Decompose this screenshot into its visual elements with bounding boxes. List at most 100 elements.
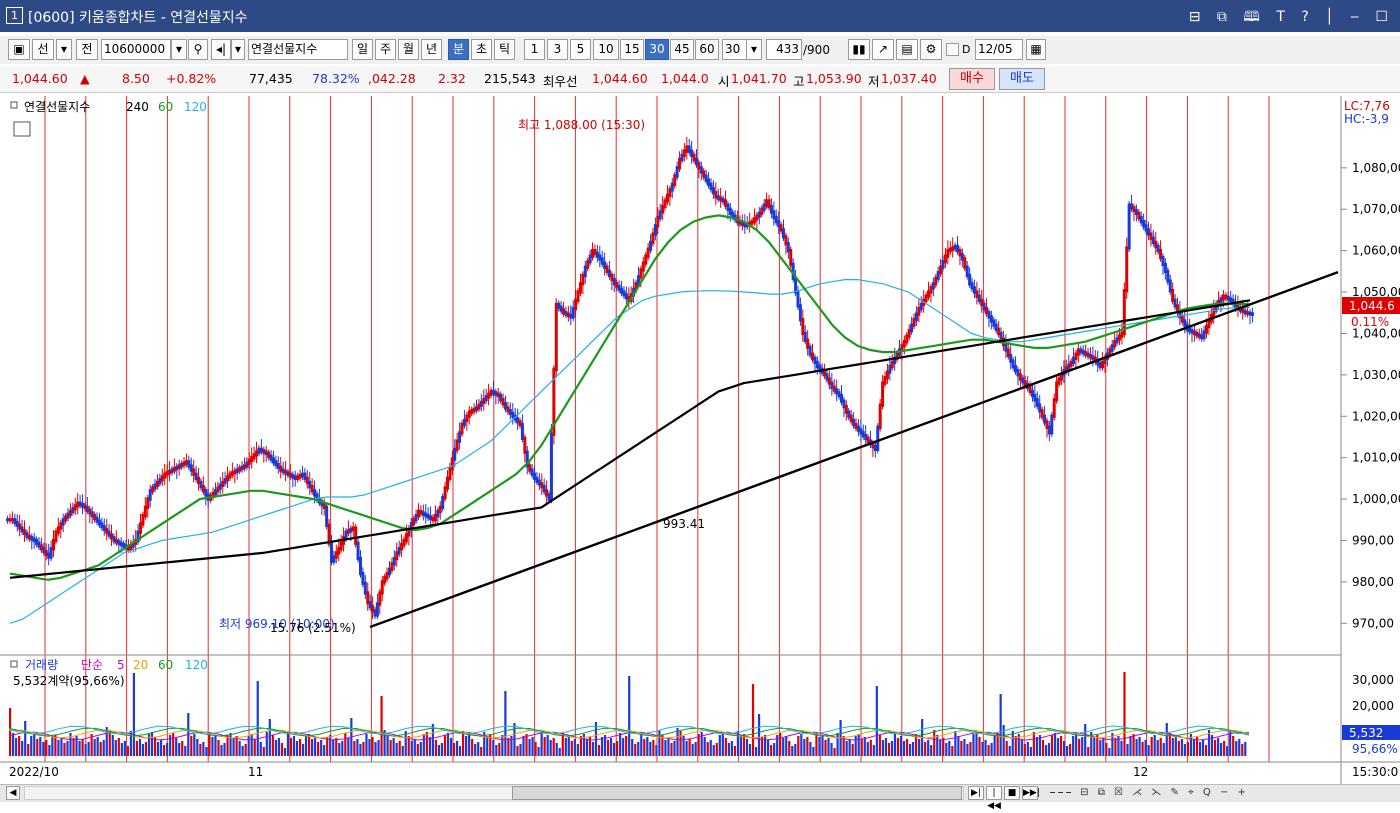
volume-bar bbox=[111, 735, 114, 756]
candle-body bbox=[349, 527, 353, 533]
line-type-button[interactable]: 선 bbox=[32, 39, 54, 60]
stop-icon[interactable]: ■ bbox=[1004, 786, 1020, 800]
interval-1-button[interactable]: 1 bbox=[524, 39, 545, 60]
candle-body bbox=[429, 515, 433, 521]
volume-bar bbox=[1174, 736, 1177, 756]
volume-bar bbox=[936, 735, 939, 756]
chart-menu-icon[interactable]: ▣ bbox=[8, 39, 30, 60]
volume-bar bbox=[72, 738, 75, 756]
candle-body bbox=[694, 157, 698, 166]
candle-body bbox=[1050, 414, 1054, 435]
candle-body bbox=[627, 295, 631, 302]
candle-body bbox=[387, 567, 391, 576]
speaker-dropdown-icon[interactable]: ▾ bbox=[231, 39, 245, 60]
period-week-button[interactable]: 주 bbox=[375, 39, 396, 60]
date-checkbox[interactable] bbox=[946, 43, 959, 56]
window-controls[interactable]: ⊟ ⧉ 🕮 T ? │ ‒ ☐ bbox=[1188, 9, 1394, 25]
period-minute-button[interactable]: 분 bbox=[448, 39, 469, 60]
price-chart[interactable]: 970,00 980,00 990,00 1,000,00 1,010,00 1,020,… bbox=[0, 96, 1400, 784]
volume-bar bbox=[567, 736, 570, 756]
gear-icon[interactable]: ⚙ bbox=[920, 39, 942, 60]
speaker-icon[interactable]: ◂| bbox=[211, 39, 231, 60]
rewind-icon[interactable]: |◀◀ bbox=[986, 786, 1002, 811]
volume-bar bbox=[1223, 741, 1226, 756]
search-icon[interactable]: ⚲ bbox=[188, 39, 208, 60]
volume-bar bbox=[1096, 735, 1099, 756]
volume-bar bbox=[884, 738, 887, 756]
candle-body bbox=[658, 210, 662, 220]
chevron-down-icon[interactable]: ▾ bbox=[56, 39, 72, 60]
candle-body bbox=[470, 409, 474, 414]
scroll-end-icon[interactable]: ▶| bbox=[968, 786, 984, 800]
interval-45-button[interactable]: 45 bbox=[670, 39, 694, 60]
volume-bar bbox=[1059, 736, 1063, 756]
volume-bar bbox=[987, 745, 990, 756]
scroll-thumb[interactable] bbox=[512, 786, 962, 800]
period-tick-button[interactable]: 틱 bbox=[494, 39, 515, 60]
buy-button[interactable]: 매수 bbox=[949, 68, 995, 90]
period-day-button[interactable]: 일 bbox=[352, 39, 373, 60]
candle-body bbox=[479, 400, 483, 407]
trendline[interactable] bbox=[369, 271, 1339, 629]
candle-body bbox=[958, 248, 962, 257]
candle-body bbox=[182, 461, 186, 467]
candle-body bbox=[496, 392, 500, 398]
period-second-button[interactable]: 초 bbox=[471, 39, 492, 60]
volume-bar bbox=[259, 742, 262, 756]
candle-body bbox=[110, 533, 114, 540]
volume-bar bbox=[1090, 732, 1093, 756]
candle-body bbox=[1103, 356, 1107, 365]
date-input[interactable]: 12/05 bbox=[975, 39, 1023, 60]
volume-bar bbox=[821, 735, 824, 756]
grid-toggle-icon[interactable] bbox=[13, 121, 31, 137]
volume-bar bbox=[419, 742, 422, 756]
fast-forward-icon[interactable]: ▶▶| bbox=[1022, 786, 1040, 800]
candle-body bbox=[477, 403, 481, 410]
interval-3-button[interactable]: 3 bbox=[547, 39, 568, 60]
volume-bar bbox=[30, 736, 33, 756]
volume-bar bbox=[552, 738, 555, 756]
candle-body bbox=[941, 260, 945, 269]
volume-bar bbox=[69, 733, 72, 756]
scroll-left-icon[interactable]: ◀ bbox=[6, 786, 20, 800]
code-input[interactable]: 10600000 bbox=[101, 39, 171, 60]
period-month-button[interactable]: 월 bbox=[398, 39, 419, 60]
interval-15-button[interactable]: 15 bbox=[620, 39, 644, 60]
period-year-button[interactable]: 년 bbox=[421, 39, 442, 60]
best-price-2: 1,044.0 bbox=[661, 71, 709, 86]
interval-10-button[interactable]: 10 bbox=[593, 39, 619, 60]
save-icon[interactable]: ▤ bbox=[896, 39, 918, 60]
code-dropdown-icon[interactable]: ▾ bbox=[171, 39, 187, 60]
volume-ma60: 60 bbox=[158, 658, 173, 672]
candle-settings-icon[interactable]: ▮▮ bbox=[848, 39, 870, 60]
candle-body bbox=[878, 403, 882, 429]
volume-bar bbox=[132, 673, 136, 756]
volume-bar bbox=[274, 740, 277, 756]
drawing-tools-icon[interactable]: ⎯⎯⎯ ⊟ ⧉ ☒ ⋌ ⋋ ✎ ⌖ Q − + bbox=[1050, 787, 1249, 798]
bottom-scrollbar[interactable]: ◀ ▶| |◀◀ ■ ▶▶| ⎯⎯⎯ ⊟ ⧉ ☒ ⋌ ⋋ ✎ ⌖ Q − + bbox=[0, 784, 1400, 811]
volume-bar bbox=[129, 731, 132, 756]
interval-5-button[interactable]: 5 bbox=[570, 39, 591, 60]
interval-dropdown-icon[interactable]: ▾ bbox=[746, 39, 762, 60]
jeon-button[interactable]: 전 bbox=[76, 39, 98, 60]
volume-bar bbox=[425, 732, 428, 756]
price-change: 8.50 bbox=[122, 71, 150, 86]
candle-body bbox=[1202, 330, 1206, 340]
interval-60-button[interactable]: 60 bbox=[695, 39, 719, 60]
candle-body bbox=[965, 265, 969, 278]
candle-body bbox=[504, 402, 508, 410]
volume-bar bbox=[830, 743, 833, 756]
sell-button[interactable]: 매도 bbox=[999, 68, 1045, 90]
volume-bar bbox=[1204, 745, 1208, 756]
volume-bar bbox=[1189, 734, 1193, 756]
chart-type-icon[interactable]: ↗ bbox=[872, 39, 894, 60]
calendar-icon[interactable]: ▦ bbox=[1026, 39, 1046, 60]
candle-body bbox=[912, 317, 916, 327]
volume-bar bbox=[754, 747, 758, 756]
interval-30-button[interactable]: 30 bbox=[645, 39, 669, 60]
candle-body bbox=[88, 508, 92, 515]
volume-bar bbox=[455, 741, 459, 756]
count-input[interactable]: 433 bbox=[766, 39, 802, 60]
candle-body bbox=[871, 442, 875, 449]
name-field[interactable]: 연결선물지수 bbox=[248, 39, 348, 60]
